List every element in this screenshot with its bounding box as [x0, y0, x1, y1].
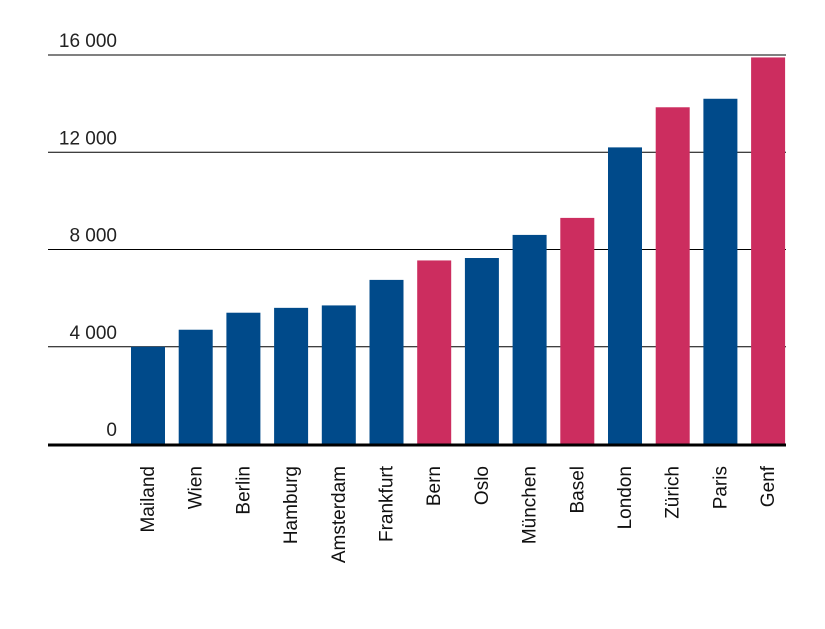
x-category-label: Frankfurt — [377, 465, 398, 542]
bar-oslo — [464, 258, 499, 444]
bar-amsterdam — [321, 305, 356, 444]
x-category-label: Oslo — [472, 466, 493, 505]
y-tick-labels: 0 4 000 8 000 12 000 16 000 — [59, 31, 117, 441]
x-category-label: Berlin — [233, 466, 254, 515]
x-category-label: Zürich — [663, 466, 684, 519]
bar-zürich — [655, 107, 690, 444]
bar-paris — [703, 98, 738, 444]
x-category-label: Bern — [424, 466, 445, 506]
bars — [131, 57, 786, 445]
y-tick-label: 0 — [106, 420, 117, 441]
x-category-labels: Mailand Wien Berlin Hamburg Amsterdam Frankfu… — [138, 465, 779, 563]
bar-london — [608, 147, 642, 444]
x-category-label: Wien — [186, 466, 207, 509]
y-tick-label: 12 000 — [59, 128, 117, 149]
bar-genf — [751, 57, 786, 445]
x-category-label: Amsterdam — [329, 466, 350, 563]
bar-mailand — [131, 346, 165, 444]
y-tick-label: 4 000 — [69, 323, 117, 344]
x-category-label: Basel — [567, 466, 588, 514]
bar-bern — [417, 260, 452, 444]
x-category-label: München — [520, 466, 541, 544]
x-category-label: Mailand — [138, 466, 159, 533]
bar-wien — [178, 329, 213, 444]
x-category-label: Hamburg — [281, 466, 302, 544]
bar-frankfurt — [369, 279, 404, 444]
bar-münchen — [512, 234, 547, 444]
y-tick-label: 16 000 — [59, 31, 117, 52]
x-category-label: London — [615, 466, 636, 529]
y-tick-label: 8 000 — [69, 226, 117, 247]
x-category-label: Paris — [710, 466, 731, 509]
bar-hamburg — [274, 307, 309, 444]
x-category-label: Genf — [758, 465, 779, 507]
bar-berlin — [226, 312, 261, 444]
bar-basel — [560, 217, 595, 444]
